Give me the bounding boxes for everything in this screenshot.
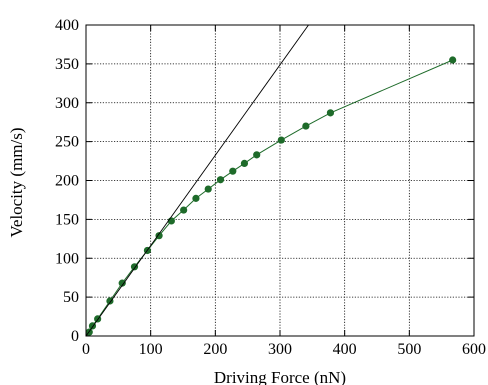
x-tick-label: 300 [268, 341, 292, 358]
y-tick-label: 100 [55, 250, 79, 267]
y-tick-label: 250 [55, 134, 79, 151]
data-point [326, 109, 335, 117]
data-point [204, 185, 212, 193]
y-tick-label: 350 [55, 56, 79, 73]
data-point [302, 122, 310, 130]
y-tick-label: 300 [55, 95, 79, 112]
x-tick-label: 600 [462, 341, 486, 358]
data-series [86, 25, 457, 336]
x-tick-label: 400 [333, 341, 357, 358]
data-point [449, 56, 457, 64]
x-tick-label: 0 [82, 341, 90, 358]
data-point [277, 136, 285, 144]
grid-lines [86, 25, 474, 336]
y-tick-label: 400 [55, 17, 79, 34]
y-tick-label: 150 [55, 211, 79, 228]
x-tick-label: 200 [203, 341, 227, 358]
data-point [192, 194, 200, 202]
axis-ticks: 0 100 200 300 400 500 600 0 50 100 150 200 250 300 350… [55, 17, 486, 358]
y-tick-label: 200 [55, 173, 79, 190]
y-tick-label: 0 [71, 328, 79, 345]
data-point [180, 206, 188, 214]
y-tick-label: 50 [63, 289, 79, 306]
x-tick-label: 500 [397, 341, 421, 358]
measured-series-line [86, 59, 453, 336]
y-axis-label: Velocity (mm/s) [7, 127, 26, 237]
data-point [106, 297, 114, 305]
data-point [240, 159, 249, 167]
x-tick-label: 100 [139, 341, 163, 358]
data-point [253, 151, 261, 159]
data-point [155, 232, 163, 240]
linear-reference-line [86, 25, 309, 336]
x-axis-label: Driving Force (nN) [214, 368, 346, 385]
data-point [229, 167, 237, 175]
data-point [118, 279, 126, 287]
data-point [216, 176, 225, 184]
